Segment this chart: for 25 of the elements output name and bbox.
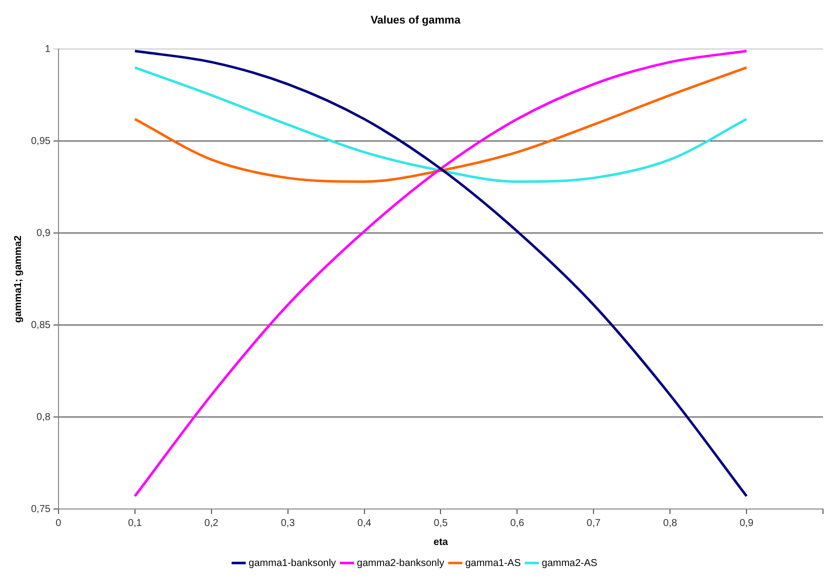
y-axis-title: gamma1; gamma2: [12, 235, 24, 323]
legend-label: gamma2-AS: [542, 558, 598, 569]
x-tick-label: 0,4: [357, 518, 372, 529]
y-tick-label: 0,85: [30, 320, 51, 331]
x-tick-label: 0,6: [510, 518, 525, 529]
x-tick-label: 0,3: [280, 518, 296, 529]
x-tick-label: 0,1: [128, 518, 142, 529]
x-tick-label: 0,9: [740, 518, 754, 529]
x-tick-label: 0: [56, 518, 62, 529]
y-tick-label: 0,95: [30, 136, 51, 147]
x-axis-title: eta: [434, 536, 448, 548]
legend-label: gamma1-AS: [465, 558, 522, 569]
legend-label: gamma1-banksonly: [248, 558, 336, 569]
line-series: [134, 50, 748, 498]
y-tick-label: 0,9: [36, 228, 51, 239]
x-tick-label: 0,2: [204, 518, 219, 529]
chart-title: Values of gamma: [370, 14, 462, 27]
line-series: [134, 66, 748, 183]
y-tick-label: 0,75: [30, 504, 51, 515]
legend-label: gamma2-banksonly: [356, 558, 444, 569]
y-tick-label: 0,8: [36, 412, 51, 423]
x-tick-label: 0,8: [663, 518, 678, 529]
y-tick-label: 1: [44, 44, 51, 55]
x-tick-label: 0,5: [434, 518, 448, 529]
x-tick-label: 0,7: [586, 518, 602, 529]
